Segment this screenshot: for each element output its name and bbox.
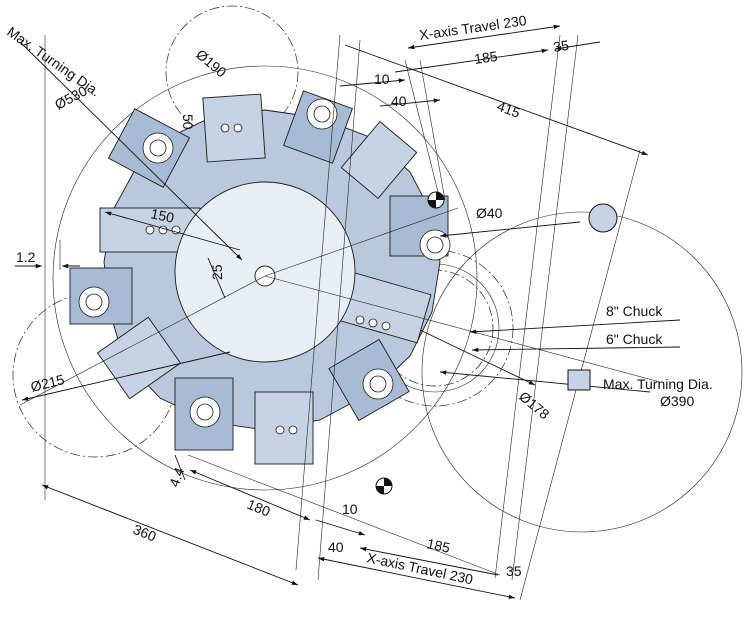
label-max-turning-dia-right: Max. Turning Dia. [603, 376, 713, 392]
label-d10-bot: 10 [342, 501, 358, 517]
label-chuck-6: 6" Chuck [606, 331, 663, 347]
label-d50: 50 [180, 114, 196, 130]
label-d10-top: 10 [374, 71, 390, 87]
label-d4-4: 4.4 [166, 465, 188, 489]
workpiece-ball [588, 203, 618, 233]
tool-holes [78, 98, 451, 435]
label-d415: 415 [495, 98, 523, 121]
label-d40-bot: 40 [328, 539, 344, 555]
label-d35-top: 35 [552, 37, 570, 55]
label-d180: 180 [245, 496, 273, 520]
label-d360: 360 [131, 521, 159, 545]
label-x-travel-bot: X-axis Travel 230 [365, 549, 474, 587]
label-d35-bot: 35 [506, 563, 522, 579]
circle-390 [421, 211, 743, 533]
label-d1-2: 1.2 [16, 249, 36, 265]
label-d150: 150 [149, 205, 175, 226]
turret [69, 90, 451, 465]
label-d190: Ø190 [193, 46, 230, 80]
label-d185-top: 185 [473, 48, 499, 67]
label-d185-bot: 185 [425, 535, 451, 556]
label-d40-top: 40 [391, 93, 407, 109]
label-d390: Ø390 [660, 393, 694, 409]
chuck-symbols [375, 191, 618, 495]
label-chuck-8: 8" Chuck [606, 303, 663, 319]
label-d40-circle: Ø40 [476, 205, 503, 221]
label-d25: 25 [209, 264, 225, 280]
dimension-lines [15, 24, 681, 599]
label-d530: Ø530 [52, 82, 90, 112]
workpiece-block [567, 369, 591, 391]
label-max-turning-dia-top: Max. Turning Dia. [4, 23, 103, 99]
